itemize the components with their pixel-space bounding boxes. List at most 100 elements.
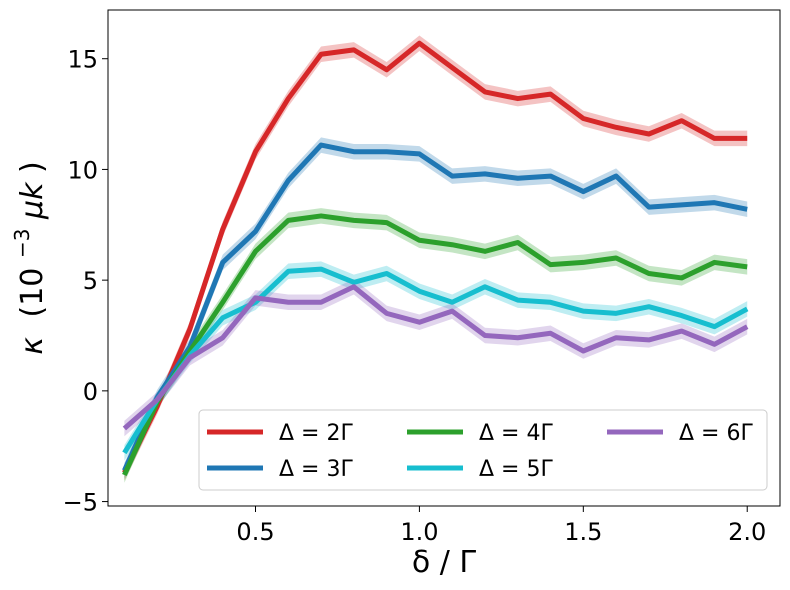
data-point [517, 177, 519, 179]
data-point [385, 151, 387, 153]
data-point [549, 175, 551, 177]
data-point [222, 317, 224, 319]
data-point [222, 301, 224, 303]
data-point [418, 321, 420, 323]
data-point [451, 301, 453, 303]
y-axis-ticks: −5 0 5 10 15 [63, 46, 108, 517]
data-point [484, 91, 486, 93]
data-point [222, 261, 224, 263]
data-point [746, 137, 748, 139]
axes-frame [107, 9, 781, 507]
data-point [746, 308, 748, 310]
legend-label: Δ = 5Γ [479, 457, 553, 482]
data-point [287, 179, 289, 181]
confidence-band-6 [124, 279, 748, 437]
data-point [385, 312, 387, 314]
series-lines [122, 40, 749, 477]
data-point [451, 66, 453, 68]
data-point [222, 337, 224, 339]
data-point [254, 250, 256, 252]
data-point [418, 239, 420, 241]
data-point [385, 272, 387, 274]
data-point [680, 204, 682, 206]
data-point [549, 93, 551, 95]
data-point [418, 153, 420, 155]
data-point [287, 301, 289, 303]
data-point [451, 175, 453, 177]
plot-area [122, 35, 749, 483]
data-point [287, 97, 289, 99]
data-point [287, 270, 289, 272]
legend-label: Δ = 6Γ [679, 421, 753, 446]
x-tick-label: 1.0 [400, 518, 438, 546]
data-point [648, 133, 650, 135]
data-point [713, 261, 715, 263]
y-tick-label: 15 [67, 46, 98, 74]
data-point [254, 151, 256, 153]
data-point [123, 452, 125, 454]
y-axis-label-unit: μk [15, 181, 50, 220]
data-point [287, 219, 289, 221]
legend-label: Δ = 2Γ [279, 421, 353, 446]
data-point [582, 261, 584, 263]
legend-label: Δ = 4Γ [479, 421, 553, 446]
y-tick-label: 0 [83, 378, 98, 406]
data-point [254, 230, 256, 232]
data-point [549, 301, 551, 303]
data-point [517, 97, 519, 99]
data-point [615, 337, 617, 339]
series-line-3 [122, 142, 748, 472]
series-line-5 [122, 266, 749, 455]
data-point [648, 272, 650, 274]
data-point [746, 325, 748, 327]
data-point [484, 334, 486, 336]
data-point [615, 126, 617, 128]
y-axis-label-symbol: κ [15, 337, 50, 355]
data-point [156, 399, 158, 401]
data-point [222, 228, 224, 230]
data-point [320, 215, 322, 217]
y-axis-label-prefix: (10 [15, 268, 50, 318]
data-point [746, 266, 748, 268]
data-point [418, 290, 420, 292]
x-axis-label: δ / Γ [412, 545, 477, 580]
data-point [517, 241, 519, 243]
data-point [320, 268, 322, 270]
data-point [713, 325, 715, 327]
data-point [189, 356, 191, 358]
x-axis-ticks: 0.5 1.0 1.5 2.0 [236, 506, 766, 546]
series-line-6 [122, 284, 749, 431]
data-point [680, 120, 682, 122]
data-point [189, 328, 191, 330]
data-point [353, 151, 355, 153]
data-point [123, 427, 125, 429]
data-point [582, 350, 584, 352]
legend-label: Δ = 3Γ [279, 457, 353, 482]
data-point [418, 42, 420, 44]
data-point [713, 137, 715, 139]
y-axis-label: κ (10 −3 μk ) [2, 161, 50, 354]
data-point [549, 263, 551, 265]
data-point [582, 117, 584, 119]
data-point [713, 201, 715, 203]
data-point [353, 49, 355, 51]
data-point [484, 286, 486, 288]
data-point [320, 53, 322, 55]
y-tick-label: 10 [67, 156, 98, 184]
data-point [451, 310, 453, 312]
data-point [680, 277, 682, 279]
data-point [680, 314, 682, 316]
y-axis-label-close: ) [15, 161, 50, 173]
data-point [615, 257, 617, 259]
x-tick-label: 1.5 [564, 518, 602, 546]
data-point [648, 339, 650, 341]
data-point [615, 312, 617, 314]
data-point [746, 208, 748, 210]
data-point [713, 343, 715, 345]
data-point [451, 244, 453, 246]
data-point [484, 250, 486, 252]
data-point [582, 190, 584, 192]
data-point [615, 175, 617, 177]
